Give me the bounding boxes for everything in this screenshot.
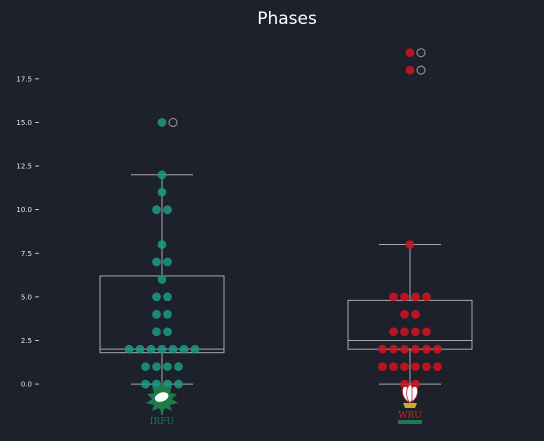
data-point xyxy=(152,257,161,267)
outlier-marker xyxy=(416,48,426,58)
data-point xyxy=(157,118,167,127)
data-point xyxy=(400,362,409,371)
data-point xyxy=(157,344,167,354)
data-point xyxy=(400,344,409,354)
data-point xyxy=(163,205,172,214)
data-point xyxy=(152,205,161,214)
data-point xyxy=(141,362,150,371)
data-point xyxy=(389,292,398,302)
data-point xyxy=(389,362,398,371)
data-point xyxy=(163,310,172,319)
data-point xyxy=(163,292,172,302)
data-point xyxy=(135,344,145,354)
data-point xyxy=(174,362,183,371)
data-point xyxy=(152,362,161,371)
data-point xyxy=(163,327,172,337)
data-point xyxy=(179,344,189,354)
data-point xyxy=(422,292,431,302)
y-tick-label: 0.0 xyxy=(21,381,32,389)
points-layer xyxy=(124,48,442,389)
data-point xyxy=(124,344,134,354)
data-point xyxy=(157,187,167,197)
data-point xyxy=(152,310,161,319)
y-tick-label: 5.0 xyxy=(21,293,32,301)
data-point xyxy=(163,362,172,371)
data-point xyxy=(152,292,161,302)
y-axis: 0.0 2.5 5.0 7.5 10.0 12.5 15.0 17.5 xyxy=(16,75,39,389)
y-tick-label: 2.5 xyxy=(21,337,32,345)
data-point xyxy=(433,344,442,354)
data-point xyxy=(400,327,409,337)
data-point xyxy=(400,292,409,302)
irfu-logo-text: IRFU xyxy=(150,417,175,427)
y-tick-label: 12.5 xyxy=(16,163,32,171)
outlier-marker xyxy=(168,117,178,128)
data-point xyxy=(411,310,420,319)
irfu-logo: IRFU xyxy=(146,382,178,427)
data-point xyxy=(422,344,431,354)
data-point xyxy=(411,327,420,337)
y-tick-label: 17.5 xyxy=(16,75,32,83)
y-tick-label: 10.0 xyxy=(16,206,32,214)
data-point xyxy=(411,292,420,302)
data-point xyxy=(405,240,415,249)
data-point xyxy=(405,65,415,75)
y-tick-label: 7.5 xyxy=(21,250,32,258)
data-point xyxy=(378,362,387,371)
data-point xyxy=(174,379,183,389)
data-point xyxy=(422,327,431,337)
data-point xyxy=(163,257,172,267)
data-point xyxy=(157,170,167,180)
data-point xyxy=(389,327,398,337)
data-point xyxy=(411,362,420,371)
data-point xyxy=(378,344,387,354)
data-point xyxy=(168,344,178,354)
data-point xyxy=(400,310,409,319)
wru-logo: WRU xyxy=(398,383,422,424)
data-point xyxy=(157,275,167,284)
outlier-marker xyxy=(416,65,426,75)
data-point xyxy=(433,362,442,371)
data-point xyxy=(389,344,398,354)
data-point xyxy=(190,344,200,354)
wru-logo-text: WRU xyxy=(398,411,422,421)
chart-title: Phases xyxy=(257,9,317,29)
data-point xyxy=(411,344,420,354)
data-point xyxy=(141,379,150,389)
data-point xyxy=(422,362,431,371)
data-point xyxy=(157,240,167,249)
data-point xyxy=(152,327,161,337)
y-tick-label: 15.0 xyxy=(16,119,32,127)
data-point xyxy=(146,344,156,354)
data-point xyxy=(405,48,415,57)
